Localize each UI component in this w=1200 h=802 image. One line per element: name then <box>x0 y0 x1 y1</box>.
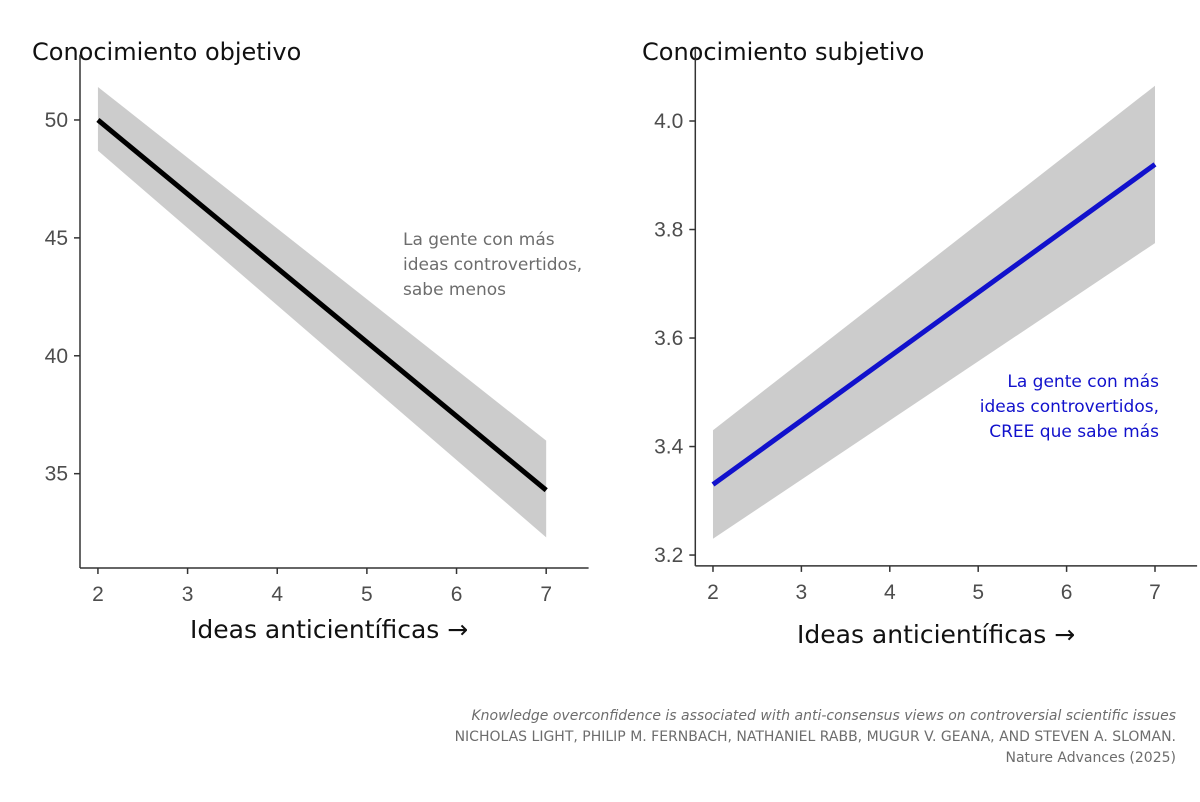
y-tick-label: 40 <box>45 345 68 368</box>
x-tick-label: 7 <box>540 583 552 606</box>
x-tick-label: 6 <box>451 583 463 606</box>
x-tick-label: 3 <box>796 581 808 604</box>
chart-title: Conocimiento subjetivo <box>642 38 925 66</box>
x-axis-label: Ideas anticientíficas → <box>797 620 1076 649</box>
x-axis-label: Ideas anticientíficas → <box>190 615 469 644</box>
annotation-line: sabe menos <box>403 280 506 300</box>
annotation-line: La gente con más <box>403 230 555 250</box>
x-tick-label: 4 <box>271 583 283 606</box>
chart-plot-area: 3.2 3.4 3.6 3.8 4.0 2 3 4 5 6 7 <box>654 47 1198 604</box>
annotation-line: ideas controvertidos, <box>403 255 583 275</box>
x-tick-label: 4 <box>884 581 896 604</box>
chart-title: Conocimiento objetivo <box>32 38 302 66</box>
y-tick-label: 3.4 <box>654 436 684 459</box>
paper-title: Knowledge overconfidence is associated w… <box>471 708 1176 724</box>
journal-name: Nature Advances (2025) <box>1005 750 1177 766</box>
y-tick-label: 35 <box>45 463 68 486</box>
confidence-band <box>712 85 1155 539</box>
y-tick-label: 4.0 <box>654 110 683 133</box>
annotation-line: ideas controvertidos, <box>979 397 1159 417</box>
chart-annotation: La gente con más ideas controvertidos, s… <box>403 228 582 303</box>
annotation-line: CREE que sabe más <box>989 422 1159 442</box>
annotation-line: La gente con más <box>1007 372 1159 392</box>
x-tick-label: 5 <box>972 581 984 604</box>
x-tick-label: 2 <box>707 581 719 604</box>
chart-panel-subjective: Conocimiento subjetivo 3.2 3.4 3.6 3.8 4.0 2 3… <box>605 0 1200 690</box>
y-tick-label: 45 <box>45 227 68 250</box>
y-tick-label: 3.6 <box>654 327 683 350</box>
confidence-band <box>97 86 547 538</box>
chart-panel-objective: Conocimiento objetivo 35 40 45 50 2 3 4 5 6 7 Ide… <box>0 0 600 690</box>
y-tick-label: 3.8 <box>654 219 683 242</box>
x-tick-label: 2 <box>92 583 104 606</box>
x-tick-label: 3 <box>182 583 194 606</box>
x-tick-label: 6 <box>1061 581 1073 604</box>
chart-annotation: La gente con más ideas controvertidos, C… <box>980 370 1159 445</box>
regression-line <box>96 118 548 493</box>
regression-line <box>711 162 1157 487</box>
x-tick-label: 5 <box>361 583 373 606</box>
source-citation: Knowledge overconfidence is associated w… <box>455 706 1176 769</box>
y-tick-label: 3.2 <box>654 544 683 567</box>
paper-authors: NICHOLAS LIGHT, PHILIP M. FERNBACH, NATH… <box>454 729 1176 745</box>
x-tick-label: 7 <box>1149 581 1161 604</box>
y-tick-label: 50 <box>45 109 68 132</box>
